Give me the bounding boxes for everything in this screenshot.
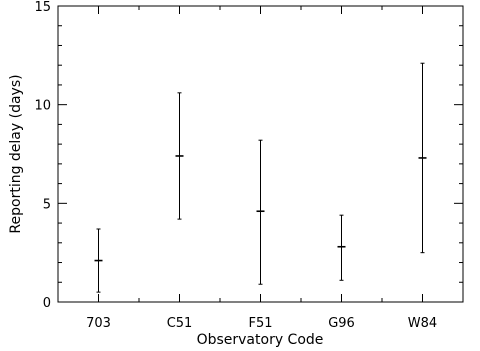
y-axis: 0 5 10 15 xyxy=(34,0,463,311)
y-tick-label: 10 xyxy=(34,99,51,114)
x-axis-label: Observatory Code xyxy=(197,332,324,348)
x-tick-label: W84 xyxy=(408,316,437,331)
x-tick-label: 703 xyxy=(86,316,111,331)
x-tick-label: G96 xyxy=(328,316,355,331)
y-tick-label: 5 xyxy=(43,197,51,212)
y-tick-label: 0 xyxy=(43,296,51,311)
x-tick-label: F51 xyxy=(248,316,272,331)
y-tick-label: 15 xyxy=(34,0,51,15)
y-axis-label: Reporting delay (days) xyxy=(8,74,24,233)
x-tick-label: C51 xyxy=(167,316,193,331)
data-series xyxy=(94,62,427,293)
x-axis: 703 C51 F51 G96 W84 xyxy=(86,6,437,331)
